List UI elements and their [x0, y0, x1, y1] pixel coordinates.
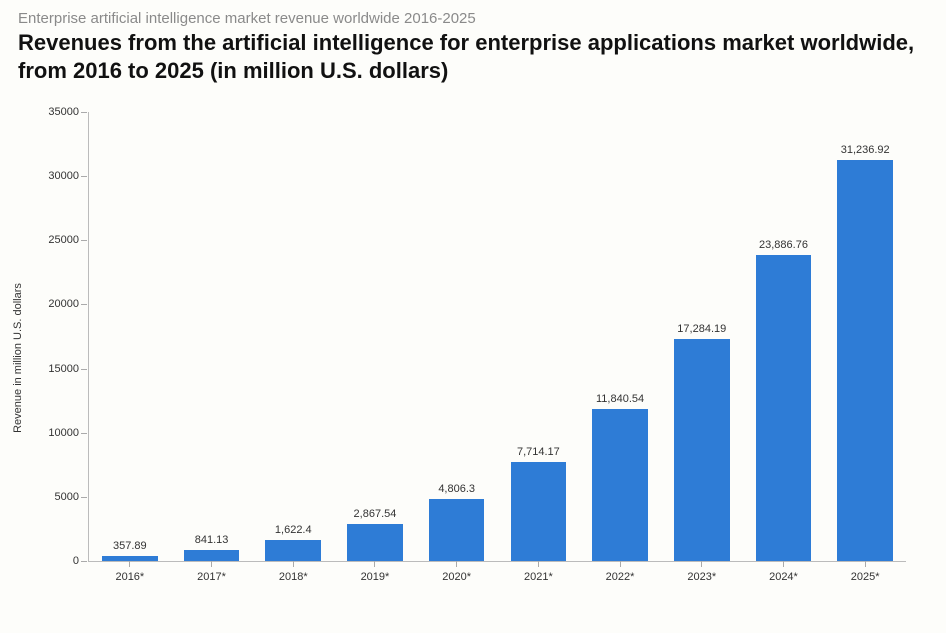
y-tick-label: 25000 — [48, 234, 89, 246]
plot-area: 357.892016*841.132017*1,622.42018*2,867.… — [88, 112, 906, 562]
x-tick-label: 2023* — [687, 571, 716, 583]
chart-subtitle: Enterprise artificial intelligence marke… — [18, 10, 928, 27]
bar-slot: 841.132017* — [171, 112, 253, 561]
bar — [674, 339, 730, 561]
x-tick — [456, 561, 457, 567]
y-tick-label: 0 — [73, 555, 89, 567]
x-tick — [538, 561, 539, 567]
x-tick-label: 2020* — [442, 571, 471, 583]
bar-slot: 23,886.762024* — [743, 112, 825, 561]
y-tick-label: 20000 — [48, 298, 89, 310]
page: Enterprise artificial intelligence marke… — [0, 0, 946, 633]
x-tick-label: 2021* — [524, 571, 553, 583]
x-tick-label: 2025* — [851, 571, 880, 583]
bar-slot: 31,236.922025* — [824, 112, 906, 561]
y-tick-label: 35000 — [48, 106, 89, 118]
x-tick-label: 2017* — [197, 571, 226, 583]
bar-value-label: 4,806.3 — [438, 483, 475, 495]
bar-slot: 17,284.192023* — [661, 112, 743, 561]
bar-slot: 2,867.542019* — [334, 112, 416, 561]
y-tick-label: 10000 — [48, 427, 89, 439]
bar-slot: 4,806.32020* — [416, 112, 498, 561]
y-axis-label: Revenue in million U.S. dollars — [12, 283, 24, 433]
bar-value-label: 357.89 — [113, 540, 147, 552]
chart-title: Revenues from the artificial intelligenc… — [18, 29, 928, 84]
bar — [429, 499, 485, 561]
bar-value-label: 31,236.92 — [841, 144, 890, 156]
bar-value-label: 841.13 — [195, 534, 229, 546]
y-tick-label: 5000 — [55, 491, 89, 503]
x-tick-label: 2019* — [361, 571, 390, 583]
x-tick-label: 2018* — [279, 571, 308, 583]
x-tick — [865, 561, 866, 567]
y-tick-label: 30000 — [48, 170, 89, 182]
bar-value-label: 23,886.76 — [759, 239, 808, 251]
x-tick — [293, 561, 294, 567]
x-tick — [374, 561, 375, 567]
bar-slot: 357.892016* — [89, 112, 171, 561]
x-tick-label: 2022* — [606, 571, 635, 583]
bar — [837, 160, 893, 561]
bar-slot: 11,840.542022* — [579, 112, 661, 561]
x-tick — [211, 561, 212, 567]
bar-value-label: 2,867.54 — [354, 508, 397, 520]
bar — [184, 550, 240, 561]
bar — [265, 540, 321, 561]
bar-value-label: 7,714.17 — [517, 446, 560, 458]
chart-container: Revenue in million U.S. dollars 357.8920… — [26, 102, 916, 602]
x-tick-label: 2016* — [115, 571, 144, 583]
bar — [511, 462, 567, 561]
bar-slot: 7,714.172021* — [498, 112, 580, 561]
bar-slot: 1,622.42018* — [252, 112, 334, 561]
bar — [592, 409, 648, 561]
y-tick-label: 15000 — [48, 363, 89, 375]
x-tick — [783, 561, 784, 567]
bars-group: 357.892016*841.132017*1,622.42018*2,867.… — [89, 112, 906, 561]
x-tick — [620, 561, 621, 567]
x-tick-label: 2024* — [769, 571, 798, 583]
bar-value-label: 1,622.4 — [275, 524, 312, 536]
bar — [756, 255, 812, 561]
x-tick — [129, 561, 130, 567]
bar-value-label: 11,840.54 — [596, 393, 644, 405]
x-tick — [701, 561, 702, 567]
bar — [347, 524, 403, 561]
bar-value-label: 17,284.19 — [677, 323, 726, 335]
